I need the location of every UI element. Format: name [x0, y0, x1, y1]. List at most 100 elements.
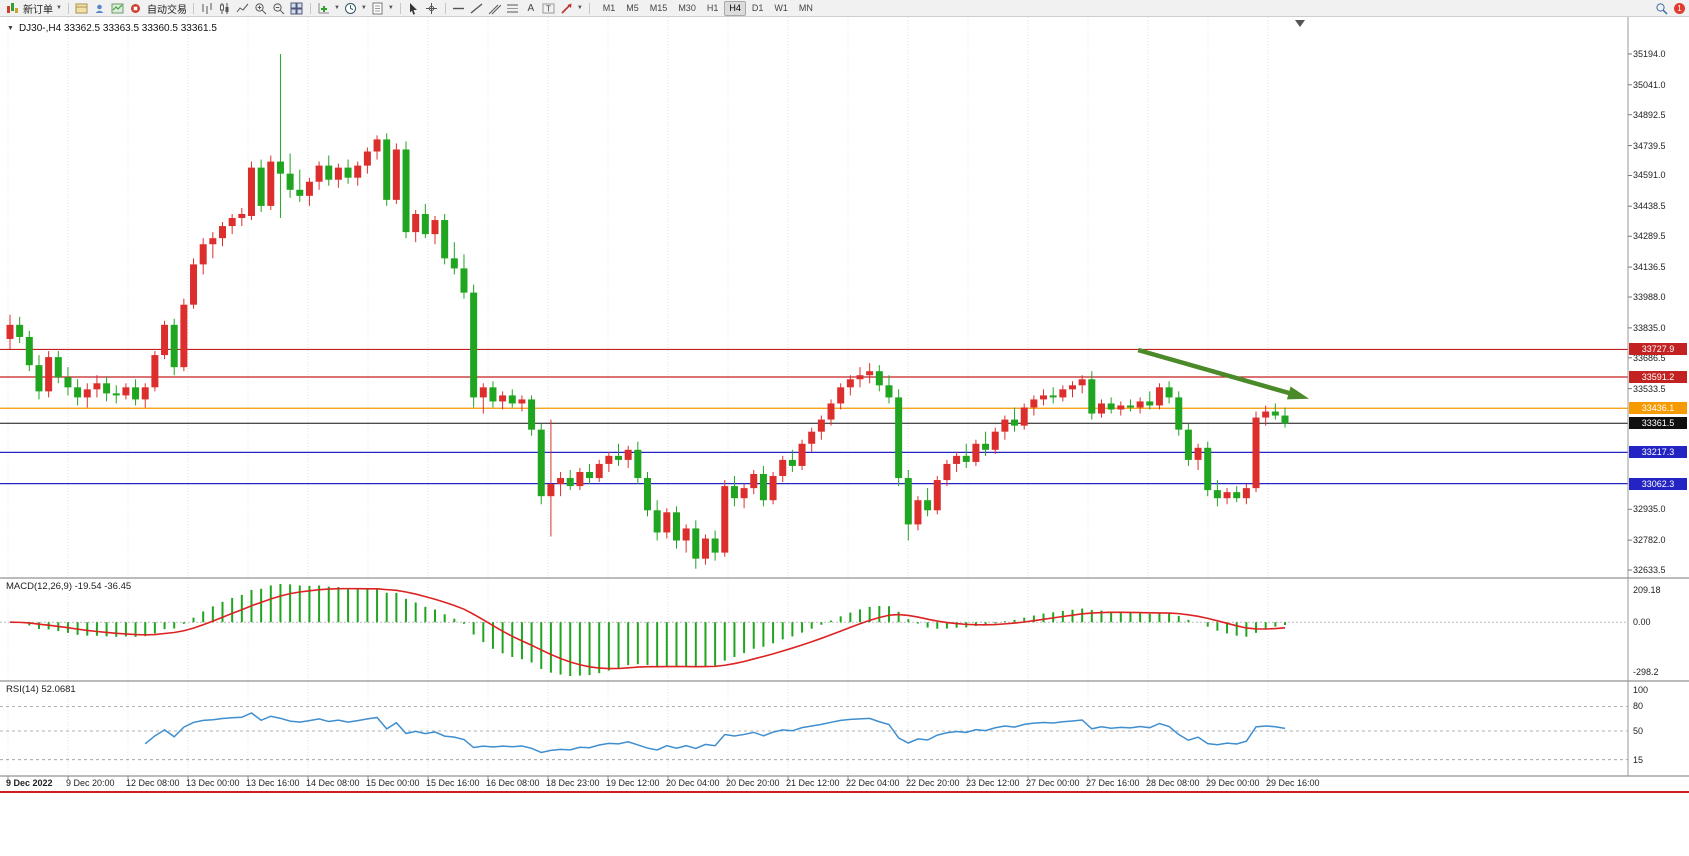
new-order-button[interactable]: 新订单: [23, 4, 53, 16]
macd-axis-max: 209.18: [1633, 585, 1661, 595]
text-icon[interactable]: A: [527, 2, 535, 14]
time-axis-label: 12 Dec 08:00: [126, 778, 180, 788]
market-watch-icon[interactable]: [74, 1, 90, 15]
price-axis-tick: 34591.0: [1633, 170, 1666, 181]
price-axis-tick: 32782.0: [1633, 535, 1666, 546]
timeframe-m5[interactable]: M5: [626, 2, 639, 13]
timeframe-m15[interactable]: M15: [649, 2, 668, 13]
time-axis-label: 20 Dec 20:00: [726, 778, 780, 788]
tile-windows-icon[interactable]: [289, 1, 305, 15]
timeframe-m30[interactable]: M30: [678, 2, 696, 13]
shapes-caret-icon[interactable]: ▼: [576, 5, 583, 11]
time-axis-label: 15 Dec 00:00: [366, 778, 420, 788]
time-axis-label: 13 Dec 16:00: [246, 778, 300, 788]
timeframe-group: M1 M5 M15 M30 H1 H4 D1 W1 MN: [598, 0, 818, 16]
line-chart-icon[interactable]: [235, 1, 251, 15]
timeframe-mn[interactable]: MN: [798, 2, 813, 13]
rsi-label: RSI(14) 52.0681: [6, 684, 76, 695]
time-axis-label: 18 Dec 23:00: [546, 778, 600, 788]
time-axis-label: 22 Dec 20:00: [906, 778, 960, 788]
navigator-icon[interactable]: [92, 1, 108, 15]
toolbar-separator: [67, 2, 69, 14]
indicators-icon[interactable]: [316, 1, 332, 15]
crosshair-icon[interactable]: [424, 1, 440, 15]
toolbar-separator: [588, 2, 590, 14]
support-line-2-tag[interactable]: 33062.3: [1629, 477, 1687, 490]
macd-label: MACD(12,26,9) -19.54 -36.45: [6, 581, 132, 592]
time-axis-label: 27 Dec 16:00: [1086, 778, 1140, 788]
trendline-icon[interactable]: [469, 1, 485, 15]
templates-icon[interactable]: [370, 1, 386, 15]
price-axis-tick: 33533.5: [1633, 383, 1666, 394]
time-axis-label: 21 Dec 12:00: [786, 778, 840, 788]
toolbar: 新订单 ▼ 自动交易: [0, 0, 1689, 17]
candlestick-chart-icon[interactable]: [217, 1, 233, 15]
new-order-caret-icon[interactable]: ▼: [56, 5, 62, 11]
time-axis-label: 23 Dec 12:00: [966, 778, 1020, 788]
time-axis-label: 29 Dec 16:00: [1266, 778, 1320, 788]
zoom-in-icon[interactable]: [253, 1, 269, 15]
time-axis-label: 9 Dec 20:00: [66, 778, 115, 788]
resistance-line-2-tag[interactable]: 33591.2: [1629, 371, 1687, 383]
svg-text:T: T: [546, 4, 551, 13]
support-line-1-tag[interactable]: 33217.3: [1629, 446, 1687, 459]
time-axis-label: 20 Dec 04:00: [666, 778, 720, 788]
price-axis-tick: 32935.0: [1633, 504, 1666, 515]
new-order-icon[interactable]: [4, 1, 20, 15]
fibonacci-icon[interactable]: [505, 1, 521, 15]
toolbar-separator: [309, 2, 311, 14]
price-axis-tick: 35041.0: [1633, 79, 1666, 90]
toolbar-separator: [399, 2, 401, 14]
time-axis-label: 27 Dec 00:00: [1026, 778, 1080, 788]
timeframe-h4[interactable]: H4: [724, 0, 746, 16]
text-label-icon[interactable]: T: [541, 1, 557, 15]
timeframe-h1[interactable]: H1: [706, 2, 719, 13]
price-axis-tick: 33988.0: [1633, 292, 1666, 303]
rsi-axis-tick: 15: [1633, 754, 1644, 765]
one-click-trading-arrow-icon[interactable]: ▼: [7, 25, 14, 32]
toolbar-right-group: 1: [1653, 1, 1685, 15]
current-price-tag: 33361.5: [1629, 417, 1687, 430]
time-axis-label: 28 Dec 08:00: [1146, 778, 1200, 788]
price-axis-tick: 35194.0: [1633, 48, 1666, 59]
window-bottom-accent: [0, 791, 1689, 793]
toolbar-separator: [192, 2, 194, 14]
horizontal-line-icon[interactable]: [451, 1, 467, 15]
notification-badge[interactable]: 1: [1674, 2, 1685, 14]
templates-caret-icon[interactable]: ▼: [387, 5, 394, 11]
time-axis-label: 29 Dec 00:00: [1206, 778, 1260, 788]
bar-chart-icon[interactable]: [199, 1, 215, 15]
price-axis-tick: 33835.0: [1633, 322, 1666, 333]
rsi-axis-tick: 100: [1633, 685, 1649, 695]
indicators-caret-icon[interactable]: ▼: [333, 5, 340, 11]
time-axis-label: 13 Dec 00:00: [186, 778, 240, 788]
timeframe-clock-icon[interactable]: [343, 1, 359, 15]
price-axis-tick: 33686.5: [1633, 352, 1666, 363]
price-axis-tick: 34289.5: [1633, 231, 1666, 242]
shapes-arrow-icon[interactable]: [559, 1, 575, 15]
time-axis-label: 15 Dec 16:00: [426, 778, 480, 788]
time-axis-label: 19 Dec 12:00: [606, 778, 660, 788]
time-axis-label: 9 Dec 2022: [6, 778, 53, 788]
timeframe-w1[interactable]: W1: [774, 2, 788, 13]
symbol-ohlc-text: DJ30-,H4 33362.5 33363.5 33360.5 33361.5: [18, 23, 217, 34]
terminal-icon[interactable]: [110, 1, 126, 15]
price-axis-tick: 34136.5: [1633, 262, 1666, 273]
autotrading-button[interactable]: 自动交易: [146, 4, 187, 16]
rsi-axis-tick: 80: [1633, 701, 1644, 712]
pivot-line-tag[interactable]: 33436.1: [1629, 402, 1687, 415]
time-axis-label: 16 Dec 08:00: [486, 778, 540, 788]
autotrading-icon[interactable]: [128, 1, 144, 15]
resistance-line-1-tag[interactable]: 33727.9: [1629, 343, 1687, 356]
search-icon[interactable]: [1653, 1, 1669, 15]
timeframe-m1[interactable]: M1: [602, 2, 616, 13]
macd-axis-min: -298.2: [1633, 667, 1659, 677]
timeframe-d1[interactable]: D1: [751, 2, 764, 13]
cursor-icon[interactable]: [406, 1, 422, 15]
zoom-out-icon[interactable]: [271, 1, 287, 15]
rsi-axis-tick: 50: [1633, 726, 1644, 736]
clock-caret-icon[interactable]: ▼: [360, 5, 367, 11]
channel-icon[interactable]: [487, 1, 503, 15]
macd-axis-zero: 0.00: [1633, 617, 1651, 628]
